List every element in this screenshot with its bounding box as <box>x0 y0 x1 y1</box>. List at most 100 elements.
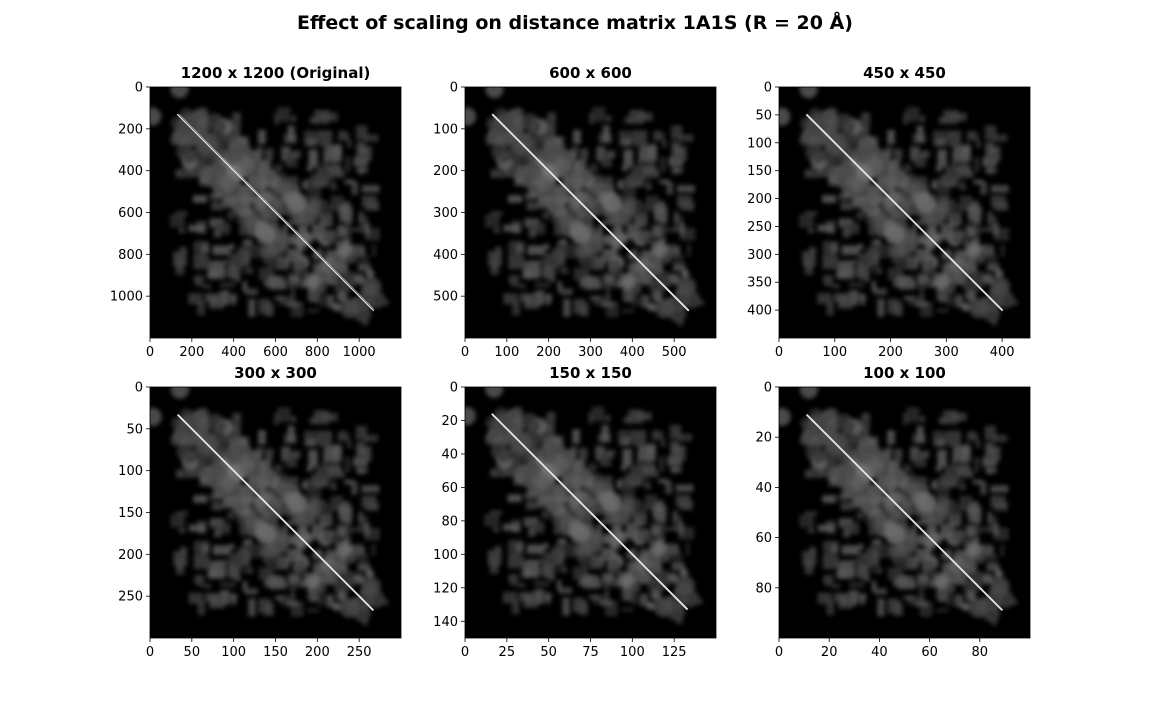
heatmap-diagonal <box>491 113 690 312</box>
panel-title: 1200 x 1200 (Original) <box>181 64 371 82</box>
x-tick-label: 0 <box>775 645 783 660</box>
x-tick-label: 40 <box>871 645 888 660</box>
axes-frame <box>778 386 1031 639</box>
x-tick-label: 60 <box>921 645 938 660</box>
x-tick-label: 80 <box>972 645 989 660</box>
heatmap-diagonal <box>176 413 375 612</box>
y-tick-label: 0 <box>135 81 143 96</box>
heatmap-panel-1: 1200 x 1200 (Original) 0 200 400 600 800 1000 0… <box>110 64 402 360</box>
figure-title: Effect of scaling on distance matrix 1A1… <box>297 12 853 34</box>
y-tick-label: 300 <box>433 206 458 221</box>
heatmap-texture <box>150 87 390 327</box>
y-tick-label: 50 <box>126 422 143 437</box>
heatmap-texture <box>465 387 703 625</box>
x-tick-label: 125 <box>662 645 687 660</box>
x-tick-label: 200 <box>305 645 330 660</box>
x-tick-label: 600 <box>263 345 288 360</box>
y-tick-label: 400 <box>433 248 458 263</box>
x-tick-label: 800 <box>305 345 330 360</box>
heatmap-panel-5: 150 x 150 0 25 50 75 100 125 0 20 40 60 80 100 120 140 <box>433 364 717 660</box>
panel-title: 150 x 150 <box>549 364 632 382</box>
x-tick-label: 200 <box>536 345 561 360</box>
y-tick-label: 250 <box>747 220 772 235</box>
y-tick-label: 800 <box>118 248 143 263</box>
y-tick-label: 100 <box>118 464 143 479</box>
heatmap-texture <box>779 387 1018 626</box>
panel-title: 100 x 100 <box>863 364 946 382</box>
heatmap-diagonal <box>805 113 1004 312</box>
y-tick-label: 20 <box>755 431 772 446</box>
y-tick-label: 150 <box>747 164 772 179</box>
x-tick-label: 400 <box>620 345 645 360</box>
y-tick-label: 20 <box>441 414 458 429</box>
y-tick-label: 0 <box>450 381 458 396</box>
y-tick-label: 0 <box>450 81 458 96</box>
heatmap-texture <box>150 387 389 626</box>
x-tick-label: 1000 <box>343 345 376 360</box>
y-tick-label: 400 <box>118 164 143 179</box>
x-tick-label: 50 <box>184 645 201 660</box>
y-tick-label: 60 <box>441 481 458 496</box>
x-tick-label: 0 <box>146 645 154 660</box>
y-tick-label: 300 <box>747 248 772 263</box>
x-tick-label: 75 <box>582 645 599 660</box>
heatmap-panel-3: 450 x 450 0 100 200 300 400 0 50 100 150 200 250 300… <box>747 64 1031 360</box>
x-tick-label: 150 <box>263 645 288 660</box>
y-tick-label: 600 <box>118 206 143 221</box>
y-tick-label: 80 <box>755 581 772 596</box>
x-tick-label: 250 <box>347 645 372 660</box>
x-tick-label: 0 <box>146 345 154 360</box>
y-tick-label: 120 <box>433 581 458 596</box>
y-tick-label: 200 <box>118 548 143 563</box>
y-tick-label: 400 <box>747 304 772 319</box>
y-tick-label: 500 <box>433 290 458 305</box>
x-tick-label: 25 <box>499 645 516 660</box>
x-tick-label: 0 <box>775 345 783 360</box>
x-tick-label: 200 <box>878 345 903 360</box>
heatmap-diagonal <box>491 413 689 611</box>
heatmap-panel-6: 100 x 100 0 20 40 60 80 0 20 40 60 80 <box>755 364 1031 660</box>
y-tick-label: 250 <box>118 590 143 605</box>
x-tick-label: 100 <box>620 645 645 660</box>
y-tick-label: 100 <box>433 122 458 137</box>
y-tick-label: 200 <box>118 122 143 137</box>
y-tick-label: 100 <box>747 136 772 151</box>
panel-title: 600 x 600 <box>549 64 632 82</box>
y-tick-label: 50 <box>755 108 772 123</box>
heatmap-diagonal <box>176 113 375 312</box>
x-tick-label: 0 <box>461 645 469 660</box>
y-tick-label: 200 <box>747 192 772 207</box>
y-tick-label: 150 <box>118 506 143 521</box>
x-tick-label: 20 <box>821 645 838 660</box>
y-tick-label: 100 <box>433 548 458 563</box>
y-tick-label: 40 <box>755 481 772 496</box>
x-tick-label: 200 <box>179 345 204 360</box>
x-tick-label: 300 <box>934 345 959 360</box>
x-tick-label: 100 <box>822 345 847 360</box>
y-tick-label: 0 <box>764 381 772 396</box>
x-tick-label: 400 <box>221 345 246 360</box>
y-tick-label: 60 <box>755 531 772 546</box>
x-tick-label: 300 <box>578 345 603 360</box>
heatmap-diagonal <box>805 413 1004 612</box>
heatmap-panel-2: 600 x 600 0 100 200 300 400 500 0 100 200 300 400 50… <box>433 64 717 360</box>
y-tick-label: 0 <box>764 81 772 96</box>
panel-title: 300 x 300 <box>234 364 317 382</box>
x-tick-label: 500 <box>662 345 687 360</box>
x-tick-label: 400 <box>990 345 1015 360</box>
panel-title: 450 x 450 <box>863 64 946 82</box>
x-tick-label: 100 <box>494 345 519 360</box>
y-tick-label: 80 <box>441 514 458 529</box>
y-tick-label: 0 <box>135 381 143 396</box>
y-tick-label: 200 <box>433 164 458 179</box>
axes-frame <box>778 86 1031 339</box>
x-tick-label: 50 <box>540 645 557 660</box>
y-tick-label: 140 <box>433 615 458 630</box>
x-tick-label: 0 <box>461 345 469 360</box>
heatmap-panel-4: 300 x 300 0 50 100 150 200 250 0 50 100 150 200 250 <box>118 364 402 660</box>
y-tick-label: 350 <box>747 276 772 291</box>
y-tick-label: 1000 <box>110 290 143 305</box>
y-tick-label: 40 <box>441 447 458 462</box>
x-tick-label: 100 <box>221 645 246 660</box>
